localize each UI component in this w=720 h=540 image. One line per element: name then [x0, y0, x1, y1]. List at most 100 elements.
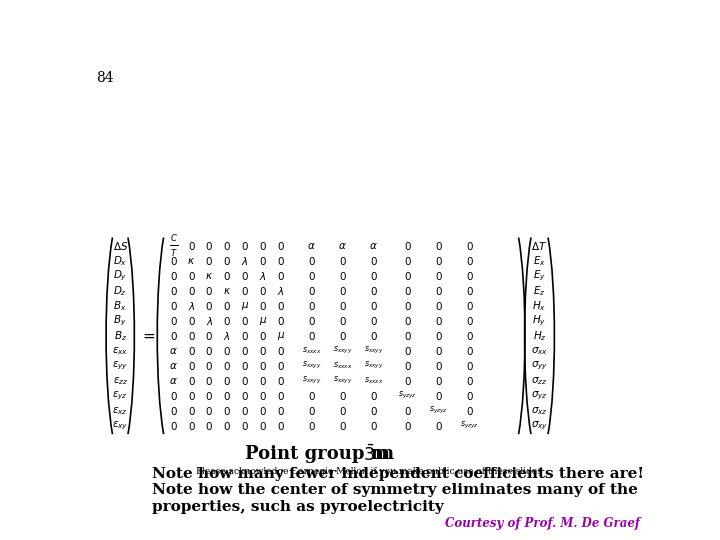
Text: $0$: $0$	[259, 360, 266, 372]
Text: $0$: $0$	[466, 300, 474, 312]
Text: Note how the center of symmetry eliminates many of the: Note how the center of symmetry eliminat…	[152, 483, 638, 497]
Text: $0$: $0$	[276, 255, 284, 267]
Text: 84: 84	[96, 71, 114, 85]
Text: $0$: $0$	[188, 345, 195, 357]
Text: $\kappa$: $\kappa$	[205, 271, 213, 281]
Text: $0$: $0$	[223, 345, 231, 357]
Text: $0$: $0$	[188, 285, 195, 297]
Text: $\epsilon_{yy}$: $\epsilon_{yy}$	[112, 360, 128, 372]
Text: $0$: $0$	[466, 270, 474, 282]
Text: $0$: $0$	[307, 330, 315, 342]
Text: $\lambda$: $\lambda$	[277, 285, 284, 297]
Text: $0$: $0$	[259, 420, 266, 432]
Text: $0$: $0$	[338, 270, 346, 282]
Text: $\mu$: $\mu$	[241, 300, 249, 312]
Text: $0$: $0$	[241, 315, 249, 327]
Text: $0$: $0$	[307, 255, 315, 267]
Text: $0$: $0$	[338, 405, 346, 417]
Text: $0$: $0$	[466, 240, 474, 252]
Text: $0$: $0$	[370, 420, 377, 432]
Text: $0$: $0$	[223, 420, 231, 432]
Text: $0$: $0$	[259, 330, 266, 342]
Text: $D_z$: $D_z$	[113, 284, 127, 298]
Text: $0$: $0$	[223, 255, 231, 267]
Text: $0$: $0$	[241, 345, 249, 357]
Text: $0$: $0$	[205, 285, 213, 297]
Text: $\epsilon_{xy}$: $\epsilon_{xy}$	[112, 420, 128, 432]
Text: $0$: $0$	[338, 255, 346, 267]
Text: $0$: $0$	[223, 405, 231, 417]
Text: $0$: $0$	[259, 300, 266, 312]
Text: $0$: $0$	[205, 375, 213, 387]
Text: $0$: $0$	[223, 270, 231, 282]
Text: $E_z$: $E_z$	[534, 284, 546, 298]
Text: $0$: $0$	[466, 360, 474, 372]
Text: $0$: $0$	[223, 240, 231, 252]
Text: $0$: $0$	[188, 390, 195, 402]
Text: $0$: $0$	[259, 375, 266, 387]
Text: $0$: $0$	[223, 375, 231, 387]
Text: $0$: $0$	[404, 330, 412, 342]
Text: $0$: $0$	[276, 375, 284, 387]
Text: $0$: $0$	[205, 255, 213, 267]
Text: $0$: $0$	[370, 330, 377, 342]
Text: $B_x$: $B_x$	[114, 299, 127, 313]
Text: $B_z$: $B_z$	[114, 329, 127, 343]
Text: $0$: $0$	[276, 390, 284, 402]
Text: $0$: $0$	[223, 390, 231, 402]
Text: $0$: $0$	[466, 285, 474, 297]
Text: $0$: $0$	[259, 285, 266, 297]
Text: $0$: $0$	[338, 285, 346, 297]
Text: $s_{xxyy}$: $s_{xxyy}$	[364, 345, 384, 356]
Text: $\Delta T$: $\Delta T$	[531, 240, 547, 252]
Text: $\epsilon_{zz}$: $\epsilon_{zz}$	[112, 375, 128, 387]
Text: $\lambda$: $\lambda$	[206, 315, 213, 327]
Text: $0$: $0$	[170, 330, 178, 342]
Text: $s_{yzyz}$: $s_{yzyz}$	[460, 420, 479, 431]
Text: $0$: $0$	[170, 405, 178, 417]
Text: $\sigma_{xy}$: $\sigma_{xy}$	[531, 420, 548, 432]
Text: $0$: $0$	[188, 315, 195, 327]
Text: $0$: $0$	[466, 330, 474, 342]
Text: $0$: $0$	[188, 405, 195, 417]
Text: $0$: $0$	[338, 390, 346, 402]
Text: $\sigma_{yy}$: $\sigma_{yy}$	[531, 360, 548, 372]
Text: $0$: $0$	[435, 345, 443, 357]
Text: $0$: $0$	[259, 255, 266, 267]
Text: $0$: $0$	[435, 330, 443, 342]
Text: $\lambda$: $\lambda$	[188, 300, 195, 312]
Text: $0$: $0$	[435, 420, 443, 432]
Text: $\alpha$: $\alpha$	[169, 361, 178, 371]
Text: $0$: $0$	[188, 420, 195, 432]
Text: $s_{yzyz}$: $s_{yzyz}$	[398, 390, 417, 401]
Text: $D_y$: $D_y$	[113, 268, 127, 283]
Text: $0$: $0$	[404, 285, 412, 297]
Text: $0$: $0$	[307, 405, 315, 417]
Text: $0$: $0$	[435, 390, 443, 402]
Text: $0$: $0$	[259, 240, 266, 252]
Text: $0$: $0$	[404, 300, 412, 312]
Text: $0$: $0$	[307, 390, 315, 402]
Text: $\sigma_{zz}$: $\sigma_{zz}$	[531, 375, 548, 387]
Text: $\alpha$: $\alpha$	[307, 241, 316, 251]
Text: $0$: $0$	[170, 285, 178, 297]
Text: $0$: $0$	[435, 375, 443, 387]
Text: $0$: $0$	[241, 285, 249, 297]
Text: $0$: $0$	[241, 405, 249, 417]
Text: $0$: $0$	[276, 270, 284, 282]
Text: $0$: $0$	[435, 285, 443, 297]
Text: $0$: $0$	[241, 390, 249, 402]
Text: $T$: $T$	[170, 247, 178, 258]
Text: $0$: $0$	[188, 375, 195, 387]
Text: $\lambda$: $\lambda$	[259, 270, 266, 282]
Text: $\sigma_{yz}$: $\sigma_{yz}$	[531, 390, 548, 402]
Text: $0$: $0$	[435, 270, 443, 282]
Text: $\kappa$: $\kappa$	[223, 286, 231, 296]
Text: $0$: $0$	[370, 270, 377, 282]
Text: $0$: $0$	[223, 315, 231, 327]
Text: $0$: $0$	[435, 240, 443, 252]
Text: $\lambda$: $\lambda$	[223, 330, 231, 342]
Text: $0$: $0$	[223, 360, 231, 372]
Text: $0$: $0$	[276, 240, 284, 252]
Text: $D_x$: $D_x$	[113, 254, 127, 268]
